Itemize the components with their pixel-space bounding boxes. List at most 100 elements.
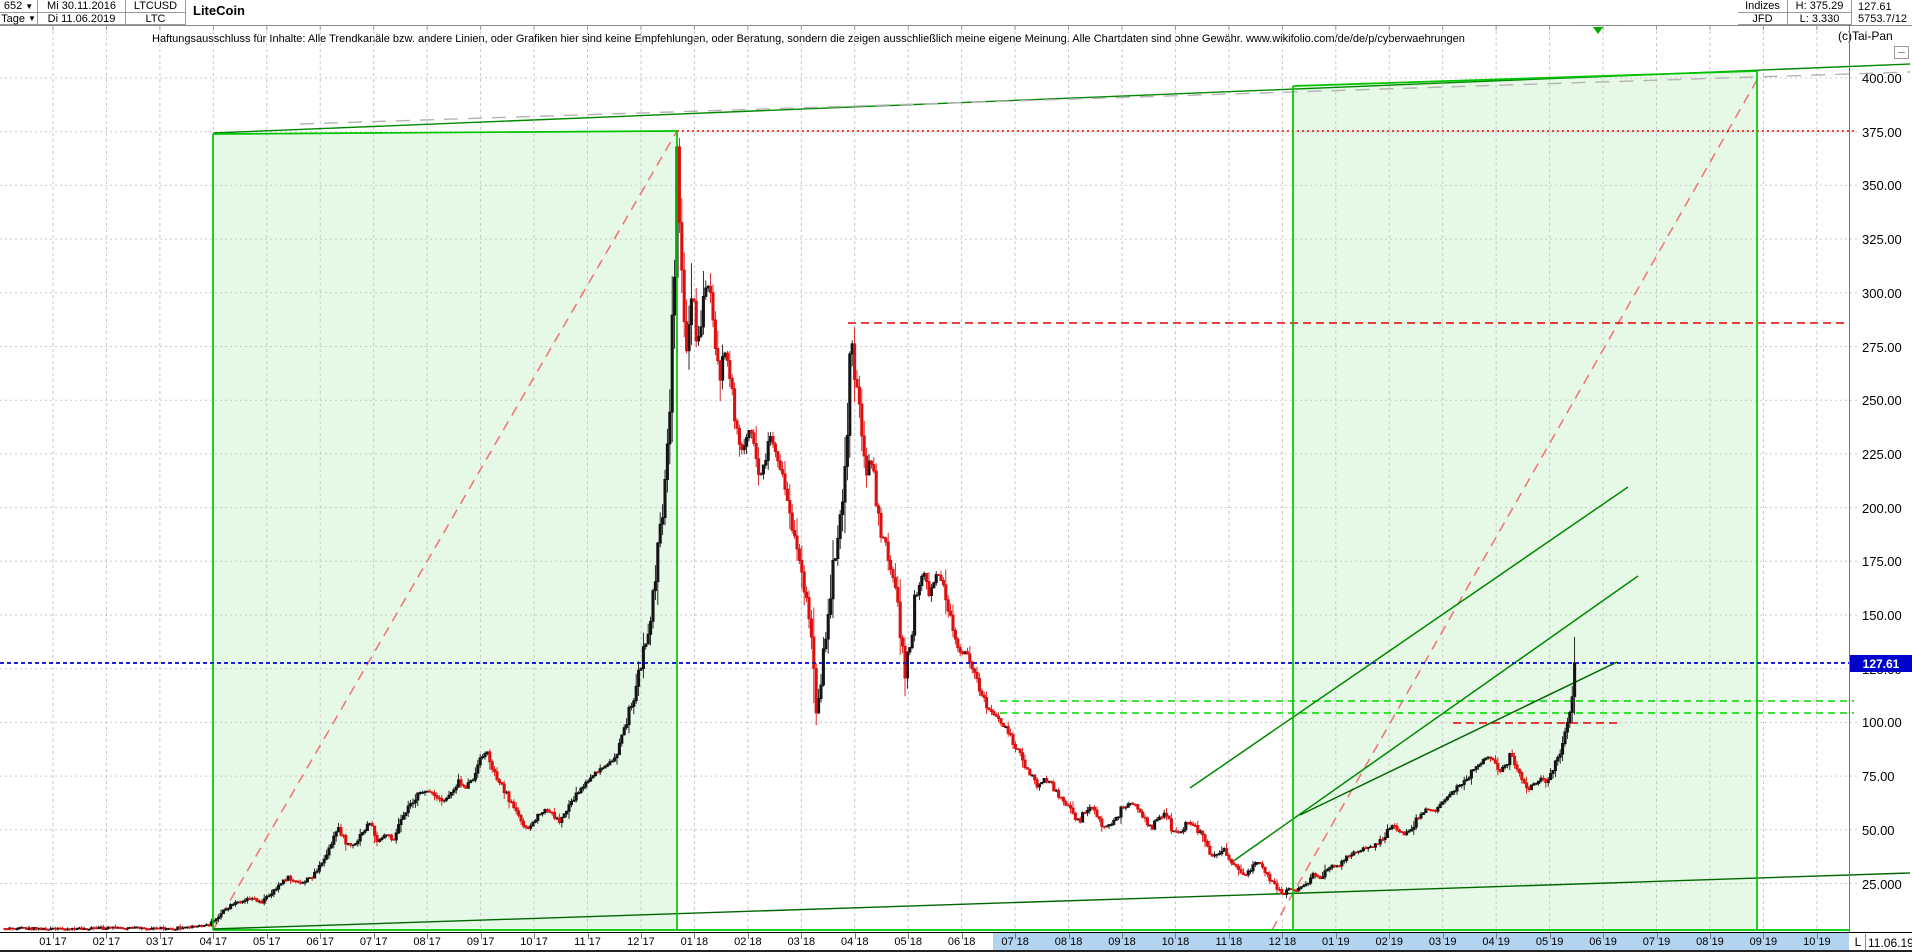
x-axis-tick-label: 11 17 xyxy=(574,936,601,948)
x-axis-tick xyxy=(373,933,375,939)
y-axis-tick-label: 350.00 xyxy=(1862,178,1902,194)
period-dropdown[interactable]: Tage ▼ xyxy=(0,13,38,25)
candles-down xyxy=(3,138,1548,931)
symbol-short-label: LTC xyxy=(126,13,186,25)
bars-count-value: 652 xyxy=(3,0,23,12)
x-axis-tick xyxy=(1442,933,1444,939)
x-axis-tick-label: 09 17 xyxy=(466,936,495,948)
y-axis-tick-label: 50.00 xyxy=(1862,822,1895,838)
taipan-copyright: (c)Tai-Pan xyxy=(1838,29,1893,43)
time-axis-highlight xyxy=(993,933,1849,950)
chevron-down-icon: ▼ xyxy=(25,1,34,11)
x-axis-tick xyxy=(1763,933,1765,939)
x-axis-tick-label: 03 19 xyxy=(1428,936,1457,948)
y-axis-tick-label: 150.00 xyxy=(1862,608,1902,623)
x-axis-tick-label: 02 19 xyxy=(1375,936,1404,948)
trend-box-2017-top-edge xyxy=(212,130,678,135)
x-axis-tick xyxy=(1068,933,1070,939)
x-axis-tick xyxy=(1816,933,1818,939)
end-date-field[interactable]: Di 11.06.2019 xyxy=(38,13,126,25)
x-axis-tick-label: 07 19 xyxy=(1642,936,1671,948)
x-axis-tick-label: 10 17 xyxy=(520,936,548,948)
x-axis-tick-label: 01 19 xyxy=(1322,936,1350,948)
y-axis-tick-label: 400.00 xyxy=(1862,71,1902,86)
x-axis-tick-label: 06 19 xyxy=(1589,936,1617,948)
x-axis-tick-label: 11 18 xyxy=(1215,936,1243,948)
period-high-label: H: 375.29 xyxy=(1788,0,1852,13)
x-axis-tick-label: 09 19 xyxy=(1749,936,1778,948)
x-axis-tick xyxy=(480,933,482,939)
rally-channel-lower xyxy=(1231,575,1639,863)
trend-box-2019-top-edge xyxy=(1292,70,1758,87)
x-axis-tick-label: 10 19 xyxy=(1803,936,1831,948)
x-axis-tick-label: 12 18 xyxy=(1268,936,1297,948)
start-date-field[interactable]: Mi 30.11.2016 xyxy=(38,0,126,13)
y-axis-tick-label: 375.00 xyxy=(1862,124,1902,140)
instrument-title: LiteCoin xyxy=(193,3,245,18)
last-price-label: 127.61 xyxy=(1852,0,1912,13)
y-axis-tick-label: 325.00 xyxy=(1862,232,1902,248)
channel-top-grey-dashed xyxy=(299,71,1911,125)
x-axis-tick xyxy=(854,933,856,939)
x-axis-tick xyxy=(908,933,910,939)
x-axis-tick xyxy=(1015,933,1017,939)
quote-extra-label: 5753.7/12 xyxy=(1852,13,1912,25)
y-axis-tick-label: 100.00 xyxy=(1862,715,1902,731)
x-axis-tick-label: 06 17 xyxy=(306,936,335,948)
x-axis-tick xyxy=(961,933,963,939)
x-axis-tick-label: 05 19 xyxy=(1535,936,1564,948)
x-axis-tick xyxy=(1549,933,1551,939)
period-low-label: L: 3.330 xyxy=(1788,13,1852,25)
x-axis-tick-label: 10 18 xyxy=(1161,936,1190,948)
x-axis-tick xyxy=(266,933,268,939)
x-axis-tick xyxy=(1175,933,1177,939)
index-group-label: Indizes xyxy=(1738,0,1788,13)
symbol-label: LTCUSD xyxy=(126,0,186,13)
x-axis-tick-label: 01 17 xyxy=(39,936,67,948)
x-axis-tick-label: 08 18 xyxy=(1054,936,1083,948)
y-axis-tick-label: 225.00 xyxy=(1862,446,1902,462)
x-axis-tick-label: 04 19 xyxy=(1482,936,1510,948)
x-axis-tick xyxy=(1656,933,1658,939)
x-axis-tick xyxy=(320,933,322,939)
red-diagonal-2017 xyxy=(212,130,678,931)
x-axis-tick-label: 07 17 xyxy=(359,936,388,948)
minimize-icon[interactable] xyxy=(1894,46,1909,59)
x-axis-tick xyxy=(1282,933,1284,939)
x-axis-tick xyxy=(1122,933,1123,939)
green-triangle-marker xyxy=(1593,27,1603,34)
x-axis-tick xyxy=(427,933,429,939)
last-price-badge: 127.61 xyxy=(1850,655,1912,672)
chevron-down-icon: ▼ xyxy=(27,14,36,23)
price-axis-border xyxy=(1849,25,1850,933)
support-rising-dark xyxy=(212,872,1911,930)
x-axis-tick xyxy=(1228,933,1230,939)
x-axis-tick xyxy=(747,933,749,939)
chart-frame-top xyxy=(0,25,1912,26)
x-axis-tick xyxy=(213,933,215,939)
time-axis-border xyxy=(0,932,1912,933)
x-axis-tick-label: 08 17 xyxy=(413,936,441,948)
x-axis-tick-label: 03 17 xyxy=(146,936,174,948)
x-axis-tick xyxy=(159,933,161,939)
x-axis-tick-label: 05 18 xyxy=(894,936,922,948)
trend-box-2019-fill xyxy=(1293,71,1757,930)
rally-channel-upper xyxy=(1189,486,1629,789)
y-axis-tick-label: 175.00 xyxy=(1862,554,1902,570)
x-axis-tick-label: 12 17 xyxy=(627,936,655,948)
footer-date-label: 11.06.19 xyxy=(1868,936,1912,950)
x-axis-tick xyxy=(534,933,536,939)
x-axis-tick-label: 03 18 xyxy=(787,936,816,948)
x-axis-tick xyxy=(1335,933,1337,939)
footer-l-label: L xyxy=(1851,934,1866,950)
window-bottom-edge xyxy=(0,950,1912,952)
x-axis-tick xyxy=(1496,933,1498,939)
x-axis-tick xyxy=(640,933,642,939)
y-axis-tick-label: 275.00 xyxy=(1862,339,1902,355)
y-axis-tick-label: 200.00 xyxy=(1862,500,1902,516)
x-axis-tick-label: 04 17 xyxy=(199,936,228,948)
rally-support-shallow xyxy=(1299,661,1618,816)
bars-count-dropdown[interactable]: 652 ▼ xyxy=(0,0,38,13)
